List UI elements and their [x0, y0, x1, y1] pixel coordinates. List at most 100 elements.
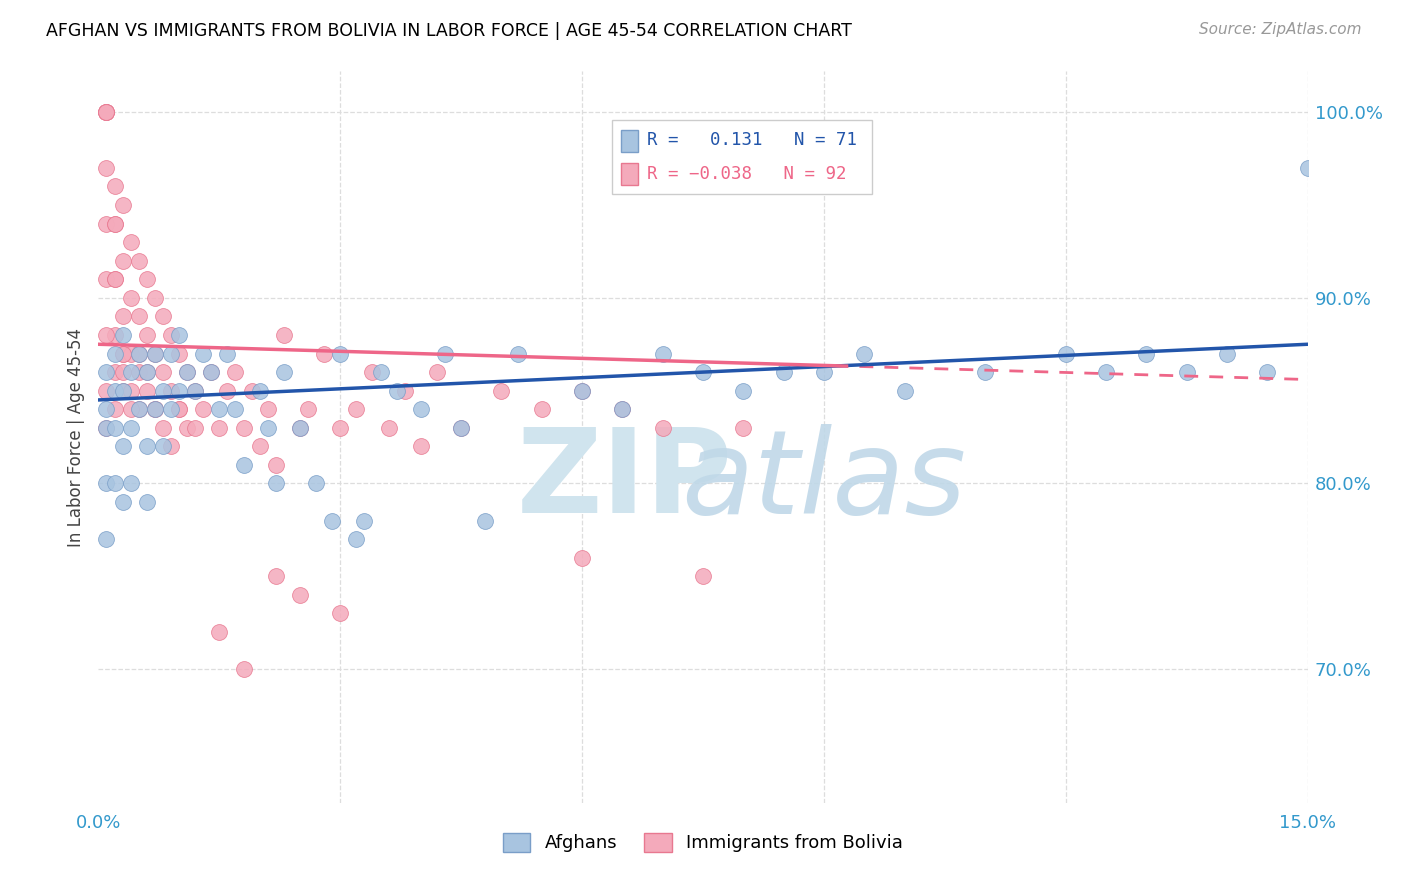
Point — [974, 365, 997, 379]
Point — [1135, 346, 1157, 360]
Point — [1095, 365, 1118, 379]
Point — [103, 217, 125, 231]
Point — [120, 346, 142, 360]
Point — [96, 365, 118, 379]
Text: Source: ZipAtlas.com: Source: ZipAtlas.com — [1198, 22, 1361, 37]
Point — [321, 514, 343, 528]
Point — [217, 346, 239, 360]
Point — [200, 365, 222, 379]
Point — [96, 105, 118, 120]
Point — [1054, 346, 1077, 360]
Point — [612, 402, 634, 417]
Point — [135, 439, 157, 453]
Point — [103, 179, 125, 194]
Point — [128, 402, 150, 417]
Point — [571, 384, 593, 398]
Point — [120, 235, 142, 249]
Point — [96, 421, 118, 435]
Point — [184, 384, 207, 398]
Point — [305, 476, 328, 491]
Point — [176, 365, 198, 379]
Point — [612, 402, 634, 417]
Point — [377, 421, 399, 435]
Point — [264, 569, 287, 583]
Point — [120, 291, 142, 305]
Point — [176, 421, 198, 435]
Point — [530, 402, 553, 417]
Point — [249, 384, 271, 398]
Point — [128, 365, 150, 379]
Point — [571, 550, 593, 565]
Point — [103, 384, 125, 398]
Point — [135, 495, 157, 509]
Point — [152, 384, 174, 398]
Point — [491, 384, 513, 398]
Point — [96, 105, 118, 120]
Point — [143, 402, 166, 417]
Point — [135, 328, 157, 343]
Point — [160, 439, 183, 453]
Point — [103, 476, 125, 491]
Point — [152, 421, 174, 435]
Point — [135, 384, 157, 398]
Point — [651, 421, 673, 435]
Point — [143, 346, 166, 360]
Point — [96, 402, 118, 417]
Point — [103, 272, 125, 286]
Point — [651, 346, 673, 360]
Point — [120, 384, 142, 398]
Legend: Afghans, Immigrants from Bolivia: Afghans, Immigrants from Bolivia — [496, 826, 910, 860]
Point — [361, 365, 384, 379]
Point — [128, 253, 150, 268]
Point — [96, 272, 118, 286]
Point — [409, 439, 432, 453]
Point — [120, 421, 142, 435]
Point — [288, 421, 311, 435]
Point — [135, 365, 157, 379]
Point — [167, 384, 190, 398]
Point — [111, 439, 134, 453]
Point — [733, 384, 755, 398]
Point — [111, 253, 134, 268]
Point — [232, 662, 254, 676]
Point — [256, 402, 278, 417]
Text: R =   0.131   N = 71: R = 0.131 N = 71 — [647, 131, 856, 149]
Point — [176, 365, 198, 379]
Text: ZIP: ZIP — [516, 424, 733, 539]
Point — [506, 346, 529, 360]
Point — [96, 532, 118, 546]
Point — [111, 365, 134, 379]
Point — [249, 439, 271, 453]
Point — [297, 402, 319, 417]
Point — [344, 402, 367, 417]
Point — [103, 346, 125, 360]
Point — [111, 198, 134, 212]
Point — [394, 384, 416, 398]
Point — [120, 402, 142, 417]
Point — [264, 458, 287, 472]
Point — [128, 346, 150, 360]
Point — [193, 402, 215, 417]
Point — [96, 161, 118, 175]
Point — [160, 346, 183, 360]
Point — [450, 421, 472, 435]
Point — [96, 384, 118, 398]
Point — [426, 365, 449, 379]
Point — [1216, 346, 1239, 360]
Point — [143, 346, 166, 360]
Point — [813, 365, 835, 379]
Point — [143, 291, 166, 305]
Point — [103, 421, 125, 435]
Point — [232, 458, 254, 472]
Point — [474, 514, 496, 528]
Text: atlas: atlas — [682, 424, 966, 538]
Point — [370, 365, 392, 379]
Point — [772, 365, 794, 379]
Point — [893, 384, 915, 398]
Point — [111, 384, 134, 398]
Point — [692, 569, 714, 583]
Point — [184, 384, 207, 398]
Point — [217, 384, 239, 398]
Point — [152, 365, 174, 379]
Point — [288, 588, 311, 602]
